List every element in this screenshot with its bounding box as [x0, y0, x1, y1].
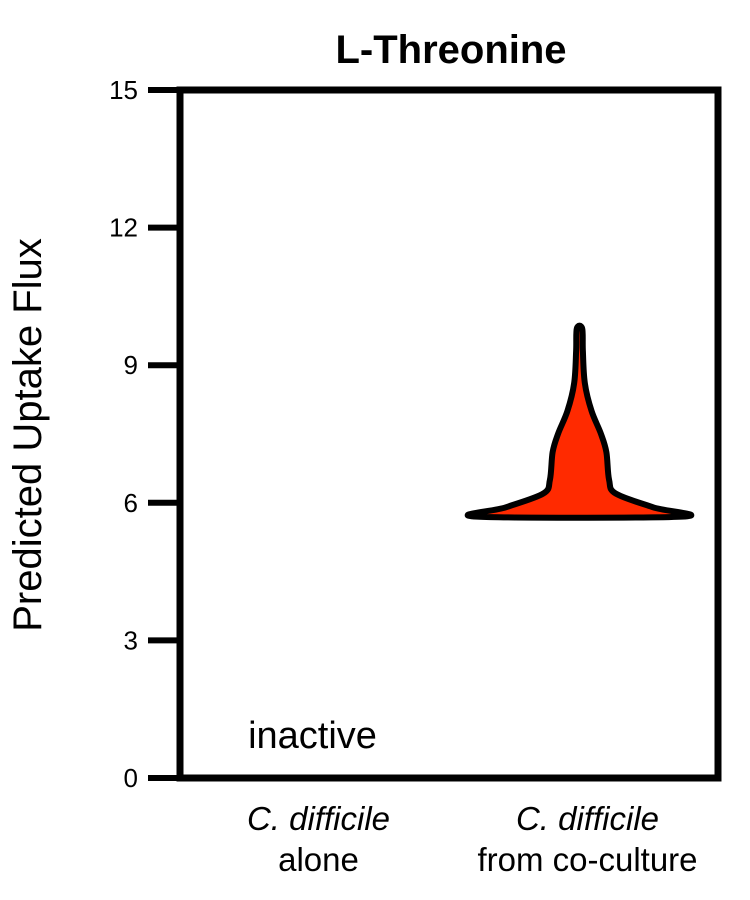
chart-title: L-Threonine: [335, 28, 566, 72]
x-category-label-1-line2: alone: [278, 841, 359, 878]
x-category-label-2-line1: C. difficile: [516, 800, 659, 837]
y-tick-label-15: 15: [109, 75, 138, 105]
y-tick-label-9: 9: [124, 350, 138, 380]
y-tick-label-6: 6: [124, 488, 138, 518]
y-axis-label: Predicted Uptake Flux: [6, 238, 50, 632]
y-tick-label-0: 0: [124, 763, 138, 793]
inactive-annotation: inactive: [248, 715, 377, 757]
y-tick-label-3: 3: [124, 625, 138, 655]
x-category-label-2-line2: from co-culture: [477, 841, 697, 878]
y-tick-label-12: 12: [109, 213, 138, 243]
x-category-label-1-line1: C. difficile: [247, 800, 390, 837]
plot-frame: [176, 86, 722, 782]
plot-area: inactive 0 3 6 9 12 15 C. difficile alone C. diff…: [109, 75, 722, 878]
violin-co-culture: [464, 322, 695, 521]
